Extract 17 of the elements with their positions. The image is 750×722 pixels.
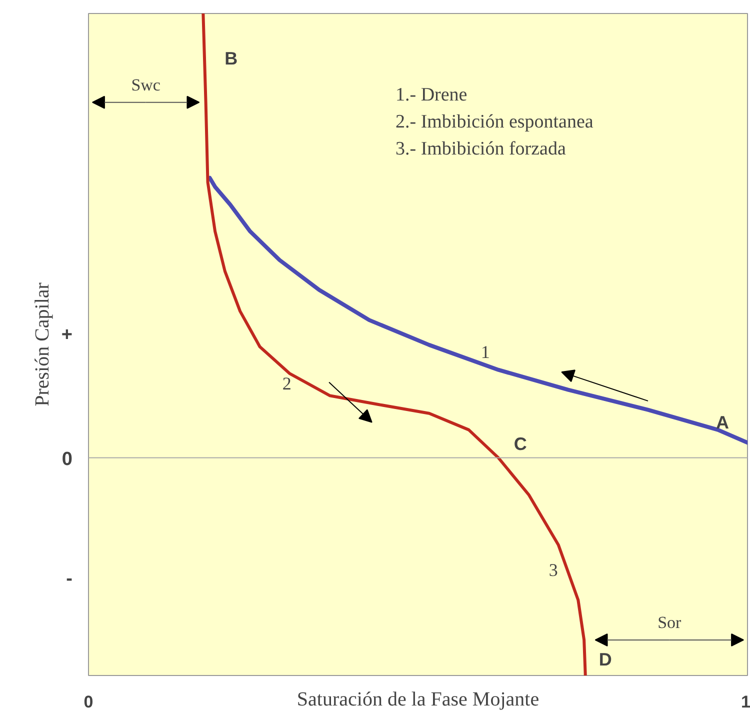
annotation: 2.- Imbibición espontanea [396,112,594,132]
annotation: Swc [131,75,161,94]
annotation: 3 [548,560,558,580]
text: 0 [62,448,73,470]
annotation: Sor [658,612,682,632]
text: - [66,568,72,590]
y-axis-title: Presión Capilar [31,282,54,406]
annotation: 1.- Drene [396,84,468,106]
annotation: 1 [480,342,490,362]
annotation: D [598,650,612,670]
annotation: A [716,412,729,433]
text: + [61,324,73,346]
annotation: 2 [282,374,292,394]
annotation: B [224,48,238,68]
annotation: 3.- Imbibición forzada [396,138,566,160]
annotation: C [514,434,527,454]
x-axis-title: Saturación de la Fase Mojante [296,688,540,710]
